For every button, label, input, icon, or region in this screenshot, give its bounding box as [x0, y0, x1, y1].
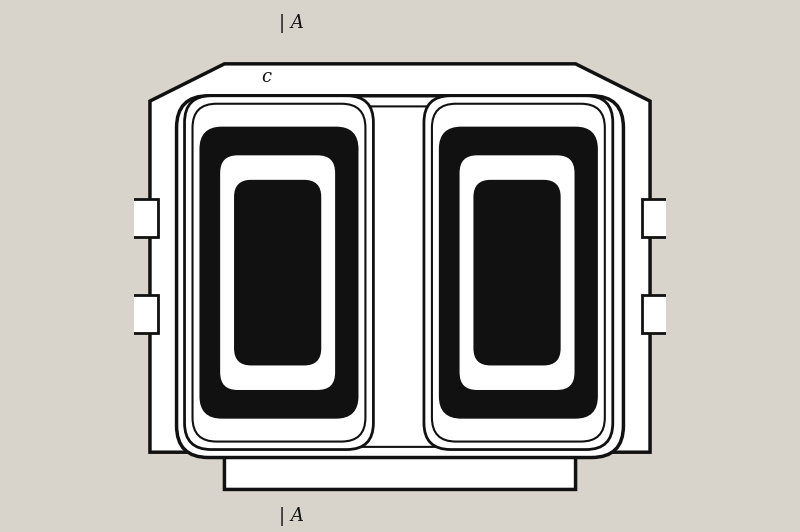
Polygon shape [150, 64, 650, 489]
Text: c: c [262, 68, 272, 86]
FancyBboxPatch shape [440, 128, 597, 418]
FancyBboxPatch shape [458, 154, 575, 391]
FancyBboxPatch shape [235, 181, 320, 364]
Text: | A: | A [278, 506, 303, 526]
FancyBboxPatch shape [201, 128, 358, 418]
FancyBboxPatch shape [474, 181, 560, 364]
FancyBboxPatch shape [432, 104, 605, 442]
FancyBboxPatch shape [424, 96, 613, 450]
Text: b: b [243, 207, 254, 224]
FancyBboxPatch shape [185, 96, 374, 450]
Text: e: e [243, 271, 254, 288]
Bar [129, 295, 158, 332]
FancyBboxPatch shape [193, 104, 366, 442]
FancyBboxPatch shape [177, 96, 623, 458]
FancyBboxPatch shape [187, 106, 613, 447]
Bar [129, 200, 158, 237]
FancyBboxPatch shape [219, 154, 336, 391]
Bar [642, 295, 671, 332]
Bar [642, 200, 671, 237]
Text: | A: | A [278, 14, 303, 34]
